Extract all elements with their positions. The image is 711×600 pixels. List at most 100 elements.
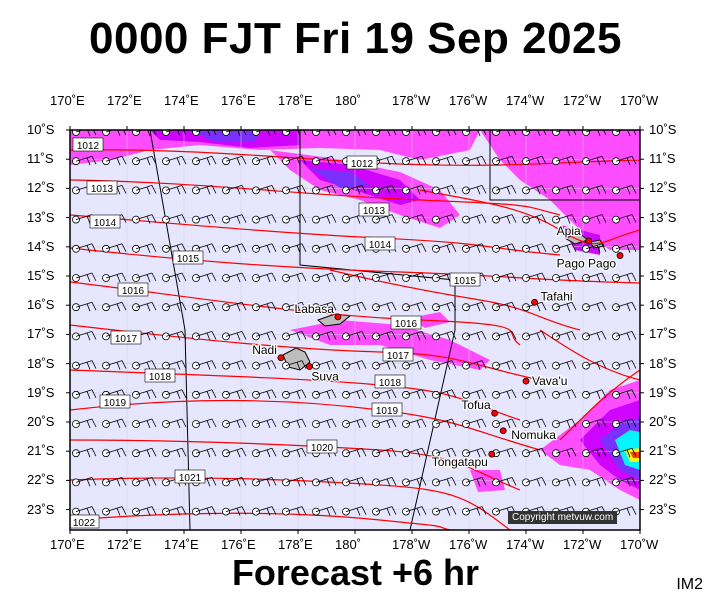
wind-barb [492, 477, 517, 487]
wind-barb [312, 301, 337, 312]
wind-barb [252, 447, 277, 458]
wind-barb [372, 506, 397, 516]
svg-text:1015: 1015 [177, 254, 200, 265]
lon-label-bottom: 170˚E [50, 537, 85, 552]
wind-barb [192, 389, 217, 399]
lon-label-bottom: 170˚W [620, 537, 659, 552]
lon-label-top: 172˚E [107, 93, 142, 108]
wind-barb [102, 477, 127, 487]
wind-barb [522, 272, 547, 283]
wind-barb [102, 301, 127, 312]
wind-barb [432, 331, 457, 341]
place-nomuka: Nomuka [499, 427, 557, 443]
svg-text:1014: 1014 [369, 240, 392, 251]
wind-barb [462, 506, 487, 516]
wind-barb [192, 272, 217, 283]
wind-barb [252, 155, 277, 166]
wind-barb [612, 301, 637, 312]
wind-barb [582, 331, 607, 341]
lon-label-top: 170˚E [50, 93, 85, 108]
wind-barb [552, 130, 577, 137]
wind-barb [402, 155, 427, 166]
wind-barb [612, 477, 637, 487]
wind-barb [492, 243, 517, 253]
wind-barb [582, 185, 607, 195]
wind-barb [552, 214, 577, 224]
wind-barb [282, 130, 307, 137]
wind-barb [522, 243, 547, 253]
wind-barb [312, 360, 337, 370]
lat-label-right: 10˚S [649, 122, 677, 137]
wind-barb [162, 447, 187, 458]
wind-barb [342, 301, 367, 312]
isobar-line [70, 247, 640, 284]
wind-barb [72, 418, 97, 429]
wind-barb [132, 477, 157, 487]
wind-barb [582, 477, 607, 487]
wind-barb [72, 331, 97, 341]
wind-barb [252, 272, 277, 283]
lon-label-bottom: 178˚W [392, 537, 431, 552]
wind-barb [492, 331, 517, 341]
wind-barb [102, 506, 127, 516]
wind-barb [192, 155, 217, 166]
wind-barb [282, 477, 307, 487]
wind-barb [462, 185, 487, 195]
wind-barb [162, 185, 187, 195]
wind-barb [282, 506, 307, 516]
lon-label-bottom: 174˚W [506, 537, 545, 552]
wind-barb [192, 418, 217, 429]
wind-barb [372, 214, 397, 224]
svg-text:1017: 1017 [387, 351, 410, 362]
wind-barb [282, 447, 307, 458]
wind-barb [402, 477, 427, 487]
wind-barb [252, 360, 277, 370]
wind-barb [282, 155, 307, 166]
wind-barb [162, 155, 187, 166]
svg-text:Tafahi: Tafahi [541, 289, 573, 303]
wind-barb [162, 272, 187, 283]
wind-barb [462, 243, 487, 253]
svg-text:Labasa: Labasa [295, 302, 335, 316]
isobar-label: 1012 [346, 155, 378, 170]
isobar-label: 1014 [89, 214, 121, 229]
wind-barb [402, 447, 427, 458]
wind-barb [132, 185, 157, 195]
svg-text:Vava'u: Vava'u [532, 374, 567, 388]
wind-barb [342, 389, 367, 399]
wind-barb [132, 214, 157, 224]
wind-barb [282, 272, 307, 283]
wind-barb [432, 214, 457, 224]
isobar-label: 1019 [99, 394, 131, 409]
wind-barb [612, 214, 637, 224]
wind-barb [282, 301, 307, 312]
svg-text:Tofua: Tofua [461, 398, 491, 412]
lat-label-right: 13˚S [649, 209, 677, 225]
wind-barb [402, 506, 427, 516]
isobar-label: 1013 [86, 180, 118, 195]
wind-barb [582, 243, 607, 253]
isobar-line [419, 189, 640, 245]
wind-barb [162, 331, 187, 341]
wind-barb [162, 506, 187, 516]
wind-barb [582, 447, 607, 458]
wind-barb [222, 331, 247, 341]
wind-barb [72, 360, 97, 370]
wind-barb [612, 418, 637, 429]
wind-barb [102, 130, 127, 137]
lat-label-left: 12˚S [27, 180, 55, 196]
wind-barb [432, 447, 457, 458]
wind-barb [492, 360, 517, 370]
isobar-label-layer: 1012 1013 1014 1015 1016 1017 1018 1019 1012 1013… [70, 137, 481, 529]
lat-label-left: 11˚S [27, 151, 54, 167]
wind-barb [132, 272, 157, 283]
wind-barb [222, 185, 247, 195]
wind-barb [552, 477, 577, 487]
wind-barb [222, 272, 247, 283]
place-apia: Apia [555, 223, 593, 245]
rain-area-8 [290, 320, 490, 370]
wind-barb [132, 360, 157, 370]
wind-barb [432, 185, 457, 195]
svg-text:Tongatapu: Tongatapu [432, 455, 488, 469]
lat-label-right: 15˚S [649, 268, 677, 283]
